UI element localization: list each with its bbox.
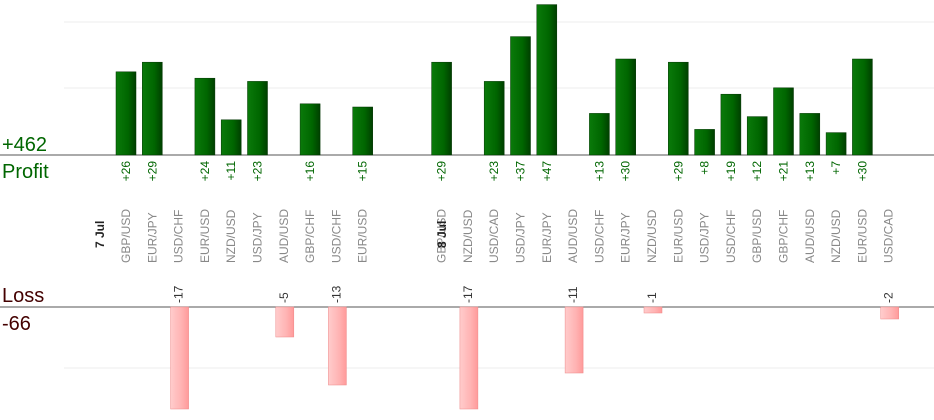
category-label: EUR/USD	[198, 209, 212, 263]
category-label: EUR/JPY	[145, 212, 159, 263]
loss-bar	[170, 306, 189, 410]
loss-value-label: -17	[461, 285, 475, 303]
category-label: USD/JPY	[514, 212, 528, 263]
labels: +26 GBP/USD +29 EUR/JPY -17 USD/CHF +24 EUR/USD…	[93, 161, 896, 303]
category-label: USD/JPY	[251, 212, 265, 263]
category-label: GBP/CHF	[777, 210, 791, 263]
profit-bar	[220, 119, 242, 156]
loss-bar	[459, 306, 479, 410]
date-label: 7 Jul	[93, 221, 107, 248]
category-label: USD/CHF	[172, 210, 186, 263]
profit-value-label: +29	[145, 161, 159, 182]
category-label: GBP/USD	[435, 209, 449, 263]
category-label: EUR/USD	[855, 209, 869, 263]
loss-value-label: -13	[329, 285, 343, 303]
loss-value-label: -17	[172, 285, 186, 303]
loss-value-label: -1	[645, 292, 659, 303]
profit-bar	[115, 71, 137, 156]
category-label: USD/CHF	[592, 210, 606, 263]
profit-bar	[142, 61, 163, 156]
profit-bar	[247, 81, 268, 156]
loss-bar	[275, 306, 295, 338]
category-label: USD/JPY	[698, 212, 712, 263]
category-label: AUD/USD	[566, 209, 580, 263]
loss-total: -66	[2, 313, 31, 335]
profit-value-label: +13	[592, 161, 606, 182]
category-label: GBP/USD	[750, 209, 764, 263]
profit-value-label: +11	[224, 161, 238, 181]
profit-bar	[852, 58, 873, 156]
profit-value-label: +8	[698, 161, 712, 175]
profit-bar	[431, 61, 452, 156]
category-label: USD/CHF	[724, 210, 738, 263]
profit-value-label: +23	[251, 161, 265, 182]
profit-bar	[668, 61, 689, 156]
profit-bars	[115, 4, 873, 156]
profit-total: +462	[2, 134, 47, 156]
category-label: NZD/USD	[461, 209, 475, 263]
profit-bar	[720, 93, 742, 156]
profit-bar	[510, 36, 531, 156]
profit-value-label: +13	[803, 161, 817, 182]
profit-value-label: +29	[671, 161, 685, 182]
category-label: AUD/USD	[803, 209, 817, 263]
profit-value-label: +7	[829, 161, 843, 175]
category-label: GBP/USD	[119, 209, 133, 263]
profit-bar	[615, 58, 636, 156]
category-label: NZD/USD	[829, 209, 843, 263]
profit-value-label: +30	[619, 161, 633, 182]
date-label: 8 Jul	[435, 221, 449, 248]
profit-bar	[773, 87, 794, 156]
category-label: USD/CAD	[487, 209, 501, 263]
loss-value-label: -2	[882, 292, 896, 303]
profit-bar	[589, 113, 610, 156]
profit-value-label: +37	[514, 161, 528, 182]
loss-label: Loss	[2, 285, 44, 307]
profit-value-label: +24	[198, 161, 212, 182]
category-label: GBP/CHF	[303, 210, 317, 263]
category-label: EUR/JPY	[540, 212, 554, 263]
profit-bar	[299, 103, 321, 156]
profit-bar	[746, 116, 768, 156]
loss-bar	[564, 306, 584, 374]
profit-bar	[799, 113, 821, 156]
loss-bars	[170, 306, 899, 410]
category-label: USD/CAD	[882, 209, 896, 263]
category-label: EUR/JPY	[619, 212, 633, 263]
profit-value-label: +16	[303, 161, 317, 182]
loss-value-label: -11	[566, 286, 580, 303]
profit-value-label: +26	[119, 161, 133, 182]
loss-bar	[643, 306, 663, 314]
category-label: EUR/USD	[671, 209, 685, 263]
profit-value-label: +21	[777, 161, 791, 182]
profit-bar	[352, 106, 373, 156]
loss-bar	[880, 306, 899, 320]
category-label: EUR/USD	[356, 209, 370, 263]
category-label: NZD/USD	[224, 209, 238, 263]
profit-bar	[194, 77, 216, 156]
profit-value-label: +30	[855, 161, 869, 182]
category-label: AUD/USD	[277, 209, 291, 263]
profit-value-label: +23	[487, 161, 501, 182]
category-label: USD/CHF	[329, 210, 343, 263]
profit-bar	[536, 4, 558, 156]
profit-bar	[694, 129, 715, 156]
profit-value-label: +12	[750, 161, 764, 182]
profit-value-label: +29	[435, 161, 449, 182]
profit-value-label: +47	[540, 161, 554, 182]
profit-bar	[483, 81, 505, 156]
profit-bar	[825, 132, 847, 156]
profit-value-label: +15	[356, 161, 370, 182]
category-label: NZD/USD	[645, 209, 659, 263]
loss-value-label: -5	[277, 292, 291, 303]
profit-value-label: +19	[724, 161, 738, 182]
loss-bar	[328, 306, 347, 386]
profit-label: Profit	[2, 161, 49, 183]
